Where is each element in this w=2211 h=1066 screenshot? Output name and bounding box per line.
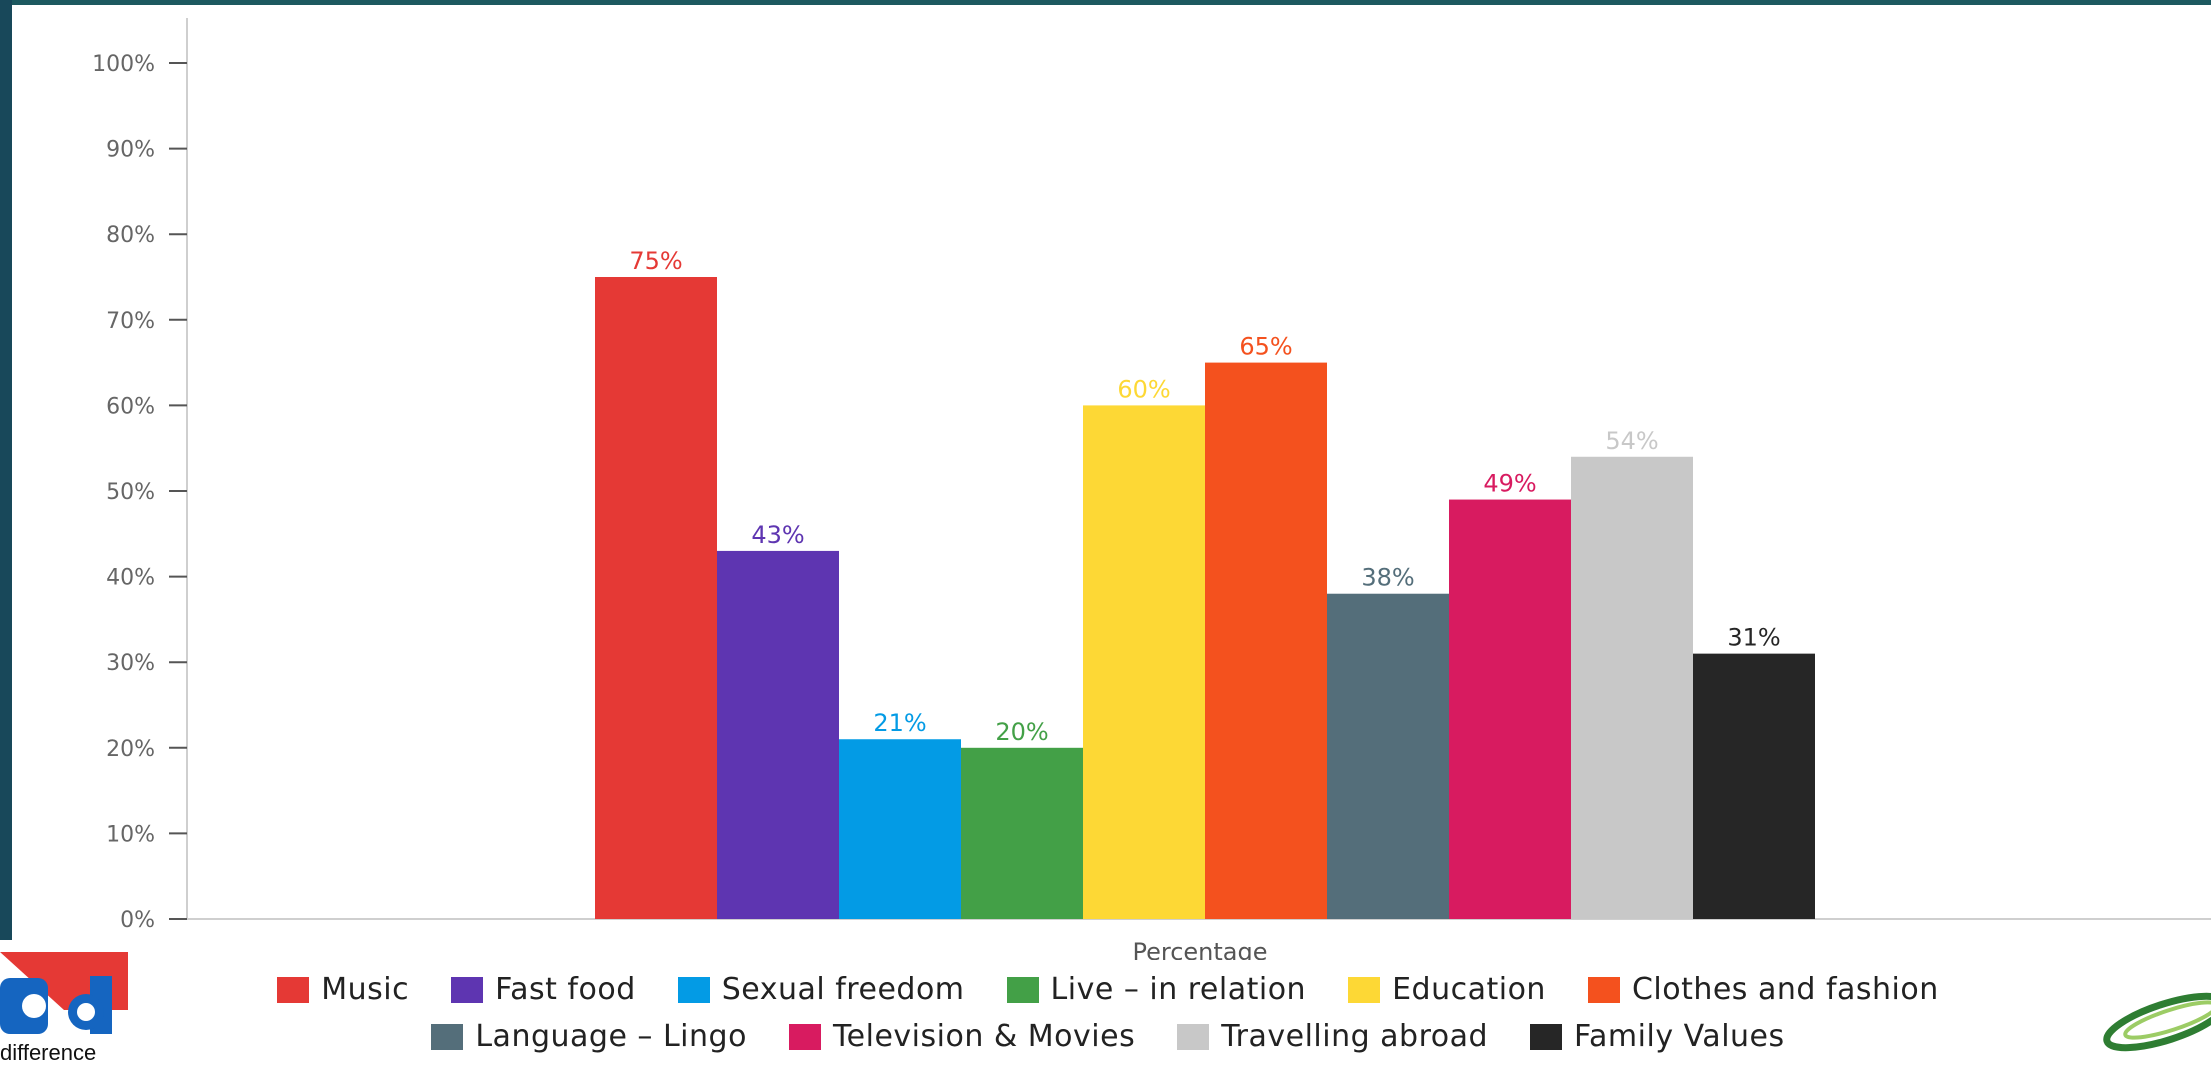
bar-data-label: 20%	[995, 718, 1048, 746]
y-tick-label: 100%	[92, 52, 155, 77]
bar-chart: 0% 10% 20% 30% 40% 50% 60% 70% 80% 90% 100% 75% 43%…	[92, 18, 2211, 960]
bar-data-label: 38%	[1361, 564, 1414, 592]
legend-item: Education	[1348, 972, 1546, 1007]
legend-item: Sexual freedom	[677, 972, 965, 1007]
y-tick-label: 10%	[106, 822, 155, 847]
legend-label: Travelling abroad	[1221, 1019, 1489, 1054]
legend-label: Language – Lingo	[475, 1019, 747, 1054]
bar	[1449, 499, 1571, 919]
legend-label: Education	[1392, 972, 1546, 1007]
legend-swatch	[1348, 976, 1381, 1003]
chart-legend: Music Fast food Sexual freedom Live – in re…	[128, 972, 2088, 1054]
legend-label: Music	[321, 972, 410, 1007]
bar	[595, 277, 717, 919]
bar-data-label: 21%	[873, 709, 926, 737]
legend-swatch	[1530, 1023, 1563, 1050]
bar-data-label: 49%	[1483, 470, 1536, 498]
bar-data-label: 54%	[1605, 427, 1658, 455]
bar	[1571, 456, 1693, 919]
legend-item: Travelling abroad	[1177, 1019, 1488, 1054]
y-tick-label: 60%	[106, 394, 155, 419]
legend-item: Live – in relation	[1006, 972, 1307, 1007]
partner-logo	[2061, 980, 2211, 1055]
swoosh-logo-icon	[2103, 992, 2211, 1052]
legend-label: Fast food	[495, 972, 636, 1007]
bar	[1083, 405, 1205, 919]
bar-data-label: 43%	[751, 521, 804, 549]
legend-swatch	[1177, 1023, 1210, 1050]
legend-swatch	[788, 1023, 821, 1050]
y-tick-label: 0%	[120, 908, 155, 933]
legend-item: Television & Movies	[788, 1019, 1136, 1054]
y-axis: 0% 10% 20% 30% 40% 50% 60% 70% 80% 90% 100%	[92, 18, 2211, 933]
legend-swatch	[451, 976, 484, 1003]
legend-item: Clothes and fashion	[1587, 972, 1939, 1007]
left-frame-border	[0, 0, 12, 940]
bar	[1327, 593, 1449, 919]
y-tick-label: 20%	[106, 737, 155, 762]
legend-item: Family Values	[1530, 1019, 1785, 1054]
y-tick-label: 90%	[106, 138, 155, 163]
y-tick-label: 40%	[106, 566, 155, 591]
legend-label: Sexual freedom	[721, 972, 965, 1007]
y-tick-label: 50%	[106, 480, 155, 505]
legend-swatch	[431, 1023, 464, 1050]
top-frame-border	[0, 0, 2211, 5]
bar-data-label: 75%	[629, 247, 682, 275]
legend-swatch	[1587, 976, 1620, 1003]
bar	[839, 739, 961, 919]
y-tick-label: 80%	[106, 223, 155, 248]
legend-item: Language – Lingo	[431, 1019, 747, 1054]
bar	[1693, 653, 1815, 919]
y-tick-label: 30%	[106, 651, 155, 676]
x-axis-label: Percentage	[1132, 938, 1267, 960]
bar-data-label: 31%	[1727, 624, 1780, 652]
bar-data-label: 65%	[1239, 333, 1292, 361]
legend-label: Family Values	[1574, 1019, 1785, 1054]
legend-swatch	[1006, 976, 1039, 1003]
legend-swatch	[677, 976, 710, 1003]
legend-label: Television & Movies	[832, 1019, 1136, 1054]
organization-logo	[0, 940, 128, 1055]
letter-logo-icon	[0, 948, 128, 1055]
legend-item: Fast food	[451, 972, 636, 1007]
legend-item: Music	[277, 972, 409, 1007]
legend-swatch	[277, 976, 310, 1003]
y-tick-label: 70%	[106, 309, 155, 334]
legend-label: Clothes and fashion	[1631, 972, 1939, 1007]
bar	[961, 747, 1083, 919]
bar-data-label: 60%	[1117, 375, 1170, 403]
bar	[717, 550, 839, 919]
bars	[595, 277, 1815, 920]
legend-label: Live – in relation	[1050, 972, 1307, 1007]
logo-caption: difference	[0, 1040, 97, 1065]
bar	[1205, 362, 1327, 920]
bar-data-labels: 75% 43% 21% 20% 60% 65% 38% 49% 54% 31%	[629, 247, 1780, 746]
